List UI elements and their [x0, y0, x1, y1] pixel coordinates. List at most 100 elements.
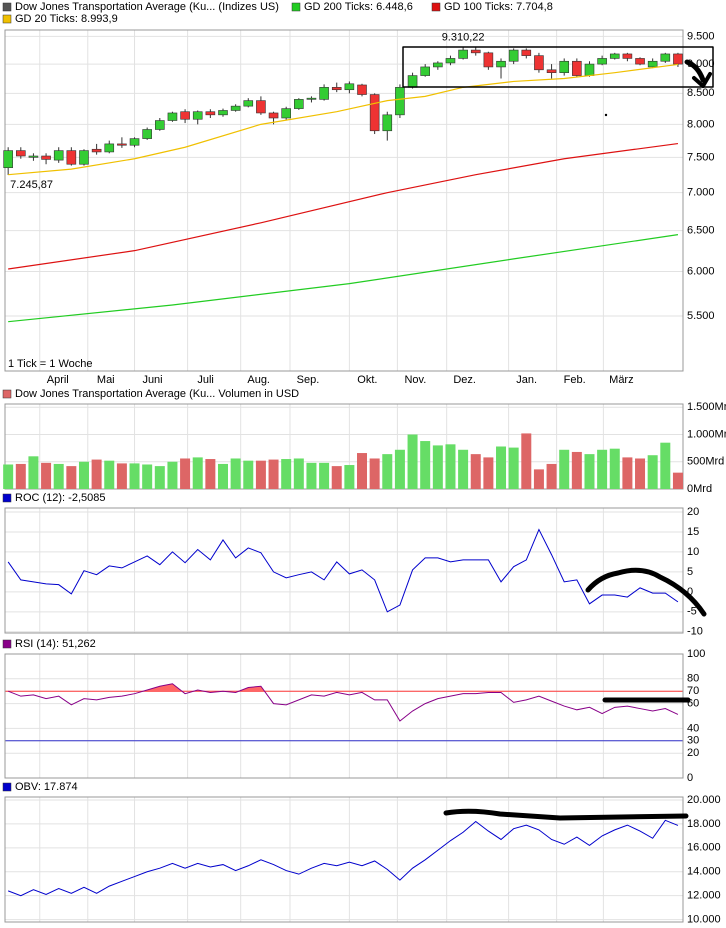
- candle-body: [205, 111, 216, 116]
- volume-bar: [357, 453, 368, 489]
- legend-swatch: [2, 493, 12, 503]
- candle-body: [673, 53, 683, 65]
- volume-bar: [268, 459, 279, 489]
- candle-body: [79, 150, 89, 165]
- y-tick-label: 0Mrd: [687, 483, 712, 495]
- candle-body: [281, 108, 291, 119]
- volume-bar: [458, 449, 469, 489]
- y-tick-label: 15: [687, 526, 699, 538]
- candle-body: [192, 111, 203, 120]
- legend-swatch: [2, 389, 12, 399]
- candle-body: [129, 138, 140, 146]
- y-tick-label: 80: [687, 673, 699, 685]
- drawn-line: [443, 808, 689, 821]
- volume-bar: [28, 456, 39, 489]
- candle-body: [521, 49, 532, 56]
- legend-label: GD 200 Ticks: 6.448,6: [304, 1, 413, 13]
- y-tick-label: 14.000: [687, 866, 721, 878]
- candle-body: [53, 150, 64, 161]
- volume-bar: [192, 457, 203, 489]
- candle-body: [534, 55, 544, 71]
- candle-body: [559, 60, 570, 73]
- volume-bar: [230, 458, 241, 489]
- legend-label: GD 100 Ticks: 7.704,8: [444, 1, 553, 13]
- user-drawings: [402, 46, 714, 821]
- overbought-fill: [8, 683, 678, 692]
- y-tick-label: 20: [687, 747, 699, 759]
- note: 1 Tick = 1 Woche: [8, 358, 92, 370]
- plot-frame: [4, 29, 684, 372]
- candle-body: [357, 84, 367, 95]
- y-tick-label: 0: [687, 772, 693, 784]
- volume-bar: [281, 459, 292, 489]
- volume-bar: [546, 463, 557, 489]
- volume-bar: [129, 463, 140, 489]
- plot-frame: [4, 796, 684, 923]
- candle-body: [117, 143, 127, 146]
- y-tick-label: 10: [687, 546, 699, 558]
- volume-bar: [597, 449, 608, 489]
- legend-title: Dow Jones Transportation Average (Ku... …: [15, 388, 299, 400]
- volume-bar: [116, 463, 127, 489]
- volume-bar: [533, 469, 544, 489]
- y-tick-label: 9.500: [687, 30, 715, 42]
- drawn-rectangle: [402, 46, 714, 88]
- x-tick-label: April: [47, 374, 69, 386]
- candle-body: [483, 52, 494, 68]
- drawn-dot: [604, 113, 608, 117]
- volume-bar: [496, 446, 507, 489]
- volume-bar: [622, 457, 633, 489]
- y-tick-label: 1.000Mrd: [687, 428, 726, 440]
- volume-bar: [672, 472, 683, 489]
- candle-body: [508, 49, 519, 62]
- candle-body: [584, 63, 595, 76]
- candle-body: [91, 148, 102, 153]
- volume-bar: [635, 458, 646, 489]
- volume-bar: [382, 454, 393, 489]
- y-tick-label: 5: [687, 566, 693, 578]
- candle-body: [395, 87, 405, 116]
- y-tick-label: -10: [687, 626, 703, 638]
- candle-body: [104, 143, 115, 153]
- volume-bar: [167, 461, 178, 489]
- volume-bar: [559, 449, 570, 489]
- candle-body: [256, 100, 266, 114]
- legend-title: Dow Jones Transportation Average (Ku... …: [15, 1, 279, 13]
- x-tick-label: Juli: [197, 374, 214, 386]
- candle-body: [243, 100, 254, 107]
- volume-bar: [15, 463, 26, 489]
- volume-bar: [293, 458, 304, 489]
- x-tick-label: Aug.: [247, 374, 270, 386]
- volume-bar: [3, 464, 14, 489]
- volume-bar: [41, 462, 52, 489]
- candle-body: [306, 97, 317, 100]
- candle-body: [230, 105, 241, 111]
- drawn-arrow: [684, 59, 706, 83]
- legend-title: ROC (12): -2,5085: [15, 492, 105, 504]
- x-tick-label: Sep.: [297, 374, 320, 386]
- y-tick-label: 7.000: [687, 187, 715, 199]
- legend-swatch: [2, 2, 12, 12]
- volume-bar: [445, 444, 456, 489]
- volume-bar: [521, 433, 532, 489]
- y-tick-label: 18.000: [687, 818, 721, 830]
- volume-bar: [609, 448, 620, 489]
- volume-bar: [319, 462, 330, 489]
- candle-body: [407, 75, 418, 88]
- volume-bar: [205, 459, 216, 489]
- candle-body: [458, 49, 468, 59]
- y-tick-label: 1.500Mrd: [687, 401, 726, 413]
- x-tick-label: Nov.: [404, 374, 426, 386]
- volume-bar: [53, 463, 64, 489]
- legend-swatch: [291, 2, 301, 12]
- volume-bar: [91, 459, 102, 489]
- candle-body: [635, 58, 645, 65]
- drawn-arrowhead: [692, 72, 712, 88]
- candle-body: [294, 99, 304, 109]
- y-tick-label: 6.500: [687, 224, 715, 236]
- y-tick-label: 70: [687, 685, 699, 697]
- y-tick-label: 6.000: [687, 265, 715, 277]
- y-tick-label: 500Mrd: [687, 456, 724, 468]
- candle-body: [3, 150, 13, 169]
- candle-body: [180, 111, 190, 120]
